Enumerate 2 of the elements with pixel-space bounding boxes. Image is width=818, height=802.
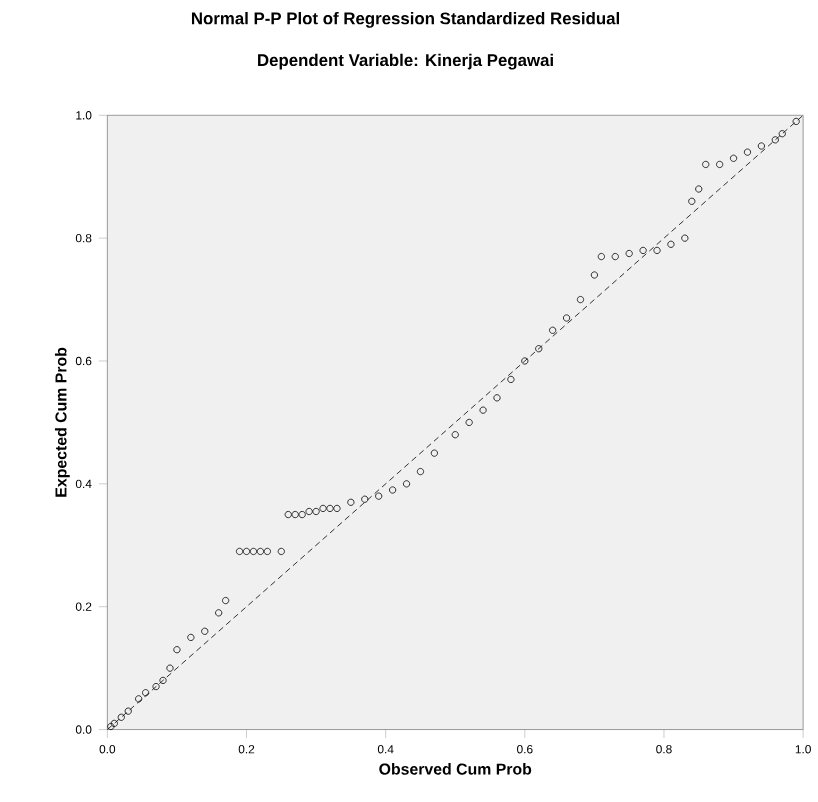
chart-subtitle: Dependent Variable: Kinerja Pegawai xyxy=(258,54,553,70)
chart-title: Normal P-P Plot of Regression Standardized Residual xyxy=(191,12,619,29)
